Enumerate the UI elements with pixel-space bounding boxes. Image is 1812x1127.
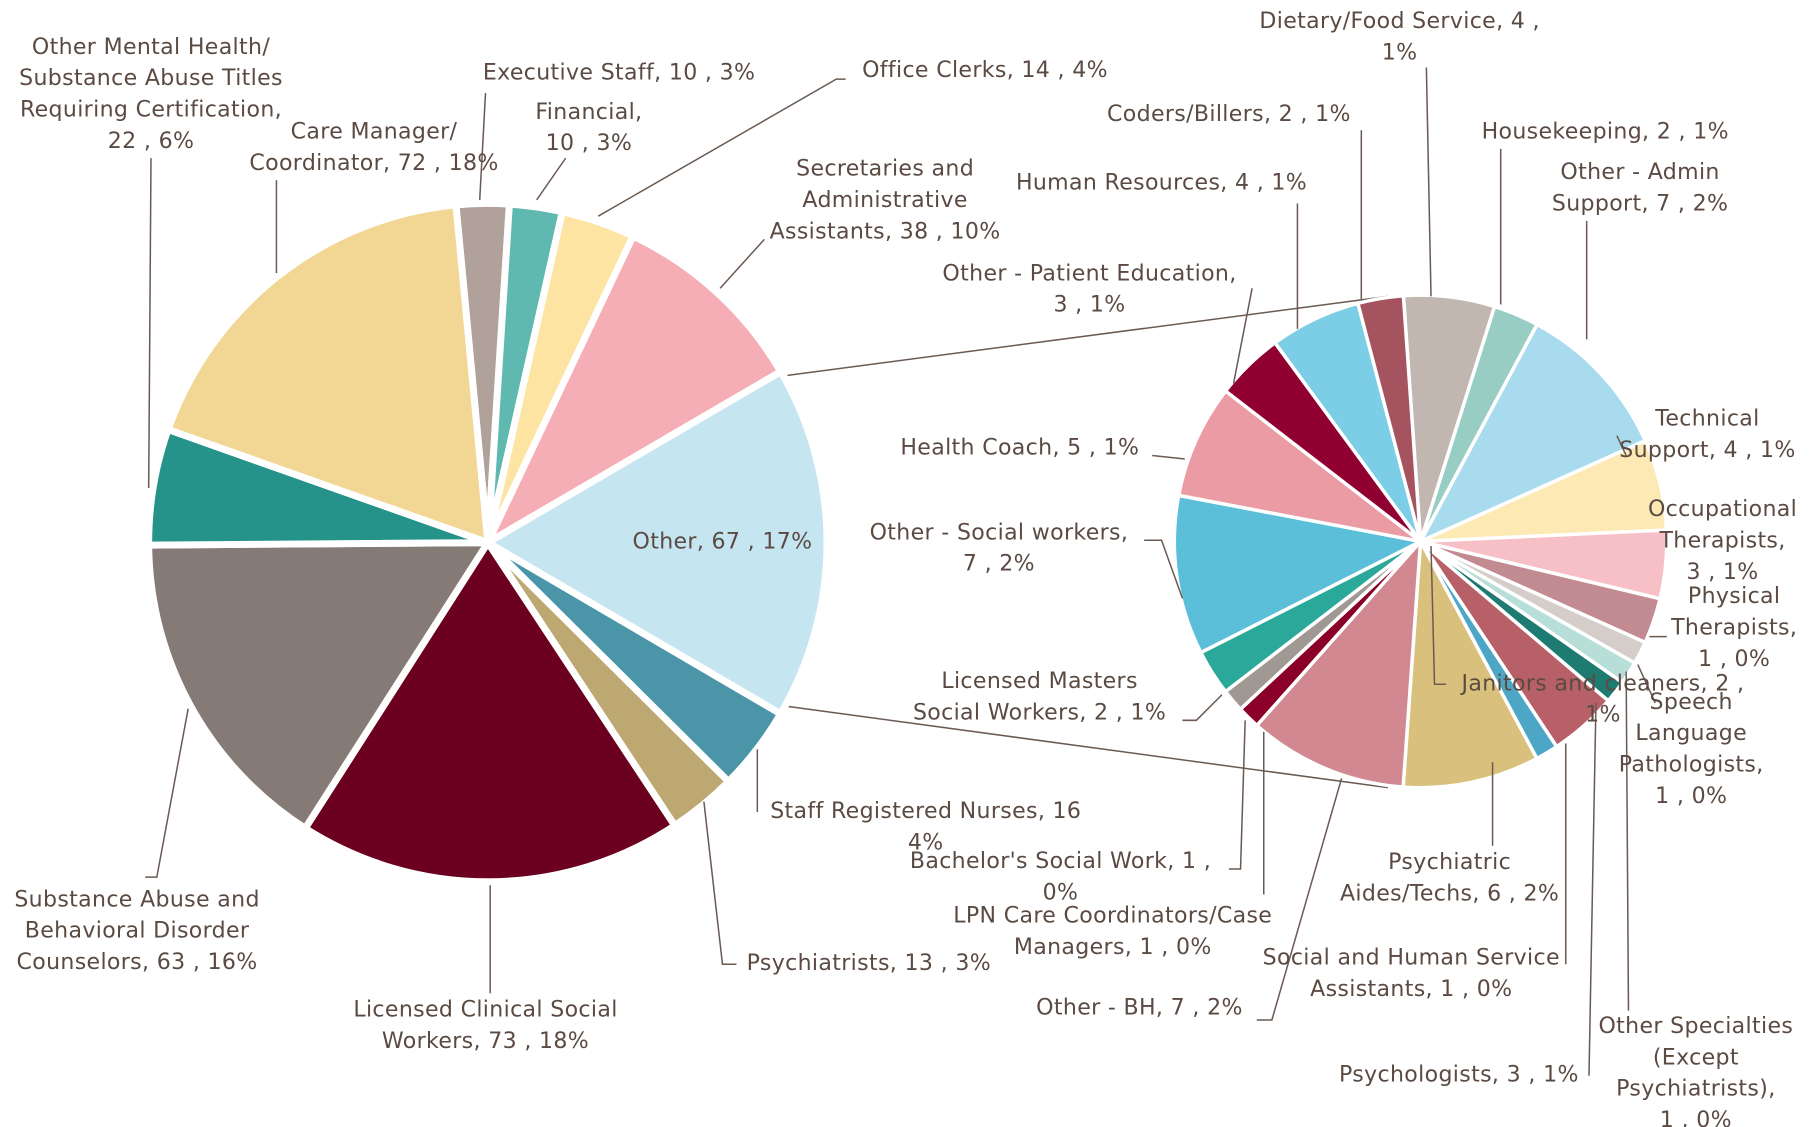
connector-line: [787, 295, 1389, 377]
pie-slice: [1416, 322, 1648, 546]
data-label: Occupational: [1648, 497, 1797, 522]
pie-slice: [1176, 388, 1422, 544]
pie-slice: [1401, 535, 1540, 790]
data-label: LPN Care Coordinators/Case: [953, 904, 1272, 929]
pie-slice: [1172, 493, 1426, 655]
data-label: 3 , 1%: [1686, 560, 1758, 585]
leader-line: [719, 238, 765, 289]
leader-line: [147, 158, 152, 489]
data-label: Technical: [1654, 406, 1759, 431]
data-label: Financial,: [535, 100, 642, 125]
leader-line: [1430, 546, 1447, 686]
data-label: Psychiatric: [1388, 850, 1511, 875]
leader-line: [597, 78, 846, 217]
data-label: 22 , 6%: [108, 129, 195, 154]
data-label: Other - Social workers,: [870, 520, 1129, 545]
leader-line: [1616, 435, 1627, 456]
data-label: Workers, 73 , 18%: [382, 1029, 589, 1054]
data-label: Assistants, 1 , 0%: [1310, 977, 1512, 1002]
data-label: (Except: [1653, 1045, 1739, 1070]
leader-line: [1152, 454, 1185, 460]
data-label: 1 , 0%: [1655, 784, 1727, 809]
data-label: Behavioral Disorder: [25, 919, 250, 944]
data-label: Managers, 1 , 0%: [1014, 935, 1212, 960]
leader-line: [1228, 720, 1246, 870]
data-label: 0%: [1043, 880, 1079, 905]
data-label: 1%: [1382, 41, 1418, 66]
data-label: Language: [1635, 721, 1747, 746]
data-label: Speech: [1650, 690, 1733, 715]
data-label: 1 , 0%: [1660, 1108, 1732, 1127]
pie-slice: [300, 536, 680, 886]
data-label: Office Clerks, 14 , 4%: [862, 58, 1108, 83]
data-label: Requiring Certification,: [20, 98, 282, 123]
data-label: Coordinator, 72 , 18%: [249, 151, 498, 176]
data-label: Social Workers, 2 , 1%: [913, 700, 1166, 725]
pie-slice: [479, 231, 786, 552]
data-label: Human Resources, 4 , 1%: [1016, 171, 1307, 196]
leader-line: [478, 93, 487, 200]
pie-slice: [145, 539, 495, 834]
data-label: Housekeeping, 2 , 1%: [1482, 120, 1729, 145]
leader-line: [1625, 671, 1630, 1011]
pie-slice: [1355, 293, 1423, 542]
data-label: Staff Registered Nurses, 16: [770, 799, 1081, 824]
data-label: Support, 4 , 1%: [1619, 438, 1795, 463]
data-label: Health Coach, 5 , 1%: [900, 436, 1139, 461]
data-label: Coders/Billers, 2 , 1%: [1107, 102, 1351, 127]
leader-line: [1637, 664, 1656, 704]
data-label: Other Specialties: [1598, 1014, 1793, 1039]
data-label: Psychologists, 3 , 1%: [1339, 1063, 1579, 1088]
data-label: Care Manager/: [291, 120, 458, 145]
leader-line: [703, 801, 737, 965]
data-label: 4%: [908, 830, 944, 855]
leader-line: [1144, 539, 1184, 599]
connector-line: [787, 705, 1389, 789]
data-label: Psychiatrists, 13 , 3%: [747, 951, 991, 976]
data-label: Assistants, 38 , 10%: [770, 219, 1001, 244]
leader-line: [536, 157, 567, 201]
data-label: Licensed Clinical Social: [353, 998, 617, 1023]
data-label: 10 , 3%: [546, 131, 633, 156]
data-label: Bachelor's Social Work, 1 ,: [910, 849, 1211, 874]
pie-slice: [163, 201, 492, 548]
data-label: Dietary/Food Service, 4 ,: [1259, 9, 1540, 34]
data-label: Licensed Masters: [941, 669, 1137, 694]
data-label: Support, 7 , 2%: [1552, 192, 1728, 217]
data-label: 3 , 1%: [1053, 293, 1125, 318]
data-label: Other - Admin: [1560, 160, 1719, 185]
data-label: Executive Staff, 10 , 3%: [483, 60, 755, 85]
data-label: Janitors and cleaners, 2 ,: [1460, 671, 1745, 696]
leader-line: [1425, 67, 1432, 297]
data-label: Pathologists,: [1619, 753, 1764, 778]
pie-slice: [480, 366, 831, 719]
leader-line: [1256, 778, 1343, 1021]
data-label: Other, 67 , 17%: [633, 530, 813, 555]
data-label: Secretaries and: [796, 157, 974, 182]
leader-line: [1232, 288, 1253, 384]
data-label: Administrative: [802, 188, 967, 213]
data-label: Substance Abuse and: [14, 887, 259, 912]
data-label: Substance Abuse Titles: [19, 66, 283, 91]
data-label: 1 , 0%: [1698, 647, 1770, 672]
data-label: Psychiatrists),: [1616, 1077, 1775, 1102]
leader-line: [145, 708, 189, 878]
data-label: Aides/Techs, 6 , 2%: [1340, 882, 1559, 907]
leader-line: [1182, 694, 1223, 722]
data-label: Therapists,: [1658, 528, 1785, 553]
data-label: Counselors, 63 , 16%: [16, 950, 257, 975]
data-label: Other Mental Health/: [32, 35, 270, 60]
data-label: Social and Human Service: [1263, 945, 1560, 970]
data-label: Therapists,: [1670, 616, 1797, 641]
pie-slice: [1254, 536, 1423, 789]
data-label: Other - Patient Education,: [942, 261, 1236, 286]
data-label: 1%: [1585, 703, 1621, 728]
data-label: Other - BH, 7 , 2%: [1036, 995, 1243, 1020]
leader-line: [1588, 702, 1597, 1076]
data-label: 7 , 2%: [963, 552, 1035, 577]
data-label: Physical: [1688, 584, 1780, 609]
